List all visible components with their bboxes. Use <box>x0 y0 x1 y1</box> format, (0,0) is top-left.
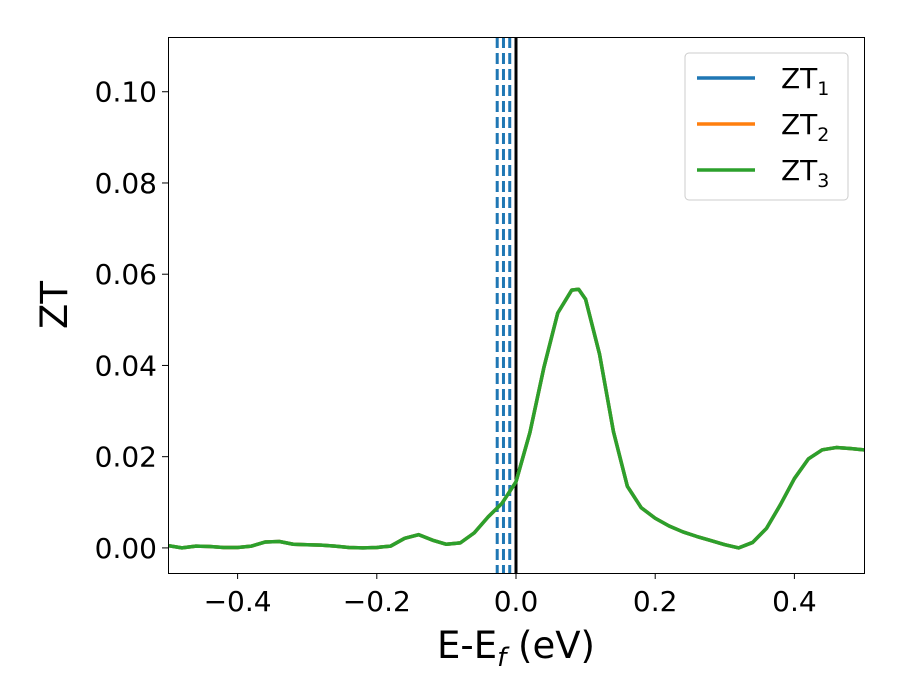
plot-area <box>168 37 864 573</box>
legend: ZT1 ZT2 ZT3 <box>684 52 849 201</box>
y-tick-label: 0.08 <box>95 167 157 200</box>
y-axis: 0.00 0.02 0.04 0.06 0.08 0.10 <box>95 76 168 565</box>
x-tick-label: 0.2 <box>633 585 678 618</box>
legend-label-zt1: ZT1 <box>781 62 829 100</box>
x-tick-label: 0.0 <box>494 585 539 618</box>
x-tick-label: 0.4 <box>772 585 817 618</box>
x-axis: −0.4 −0.2 0.0 0.2 0.4 <box>204 573 817 618</box>
y-tick-label: 0.10 <box>95 76 157 109</box>
legend-box <box>684 52 849 201</box>
y-tick-label: 0.02 <box>95 441 157 474</box>
y-tick-label: 0.06 <box>95 258 157 291</box>
x-axis-label: E-Ef (eV) <box>437 624 595 673</box>
x-tick-label: −0.2 <box>343 585 411 618</box>
legend-label-zt3: ZT3 <box>781 154 829 192</box>
x-tick-label: −0.4 <box>204 585 272 618</box>
legend-label-zt2: ZT2 <box>781 108 829 146</box>
series-line-zt3 <box>168 287 864 550</box>
y-tick-label: 0.04 <box>95 349 157 382</box>
y-tick-label: 0.00 <box>95 532 157 565</box>
y-axis-label: ZT <box>33 281 76 329</box>
